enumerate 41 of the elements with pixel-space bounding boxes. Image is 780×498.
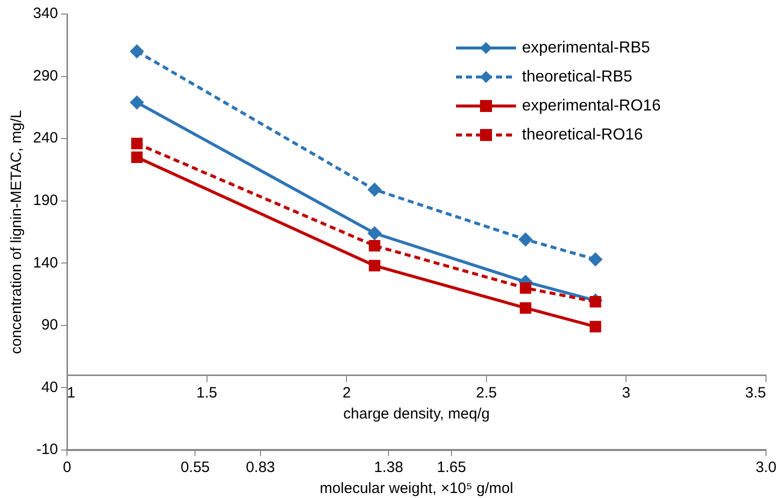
y-tick-label: 190 [32, 192, 58, 209]
point [590, 320, 602, 332]
point [520, 302, 532, 314]
legend-label: theoretical-RO16 [522, 126, 644, 144]
x-tick-label: 1 [67, 384, 76, 402]
point [368, 260, 380, 272]
point [590, 296, 602, 308]
x2-tick-label: 1.65 [436, 459, 466, 476]
x2-tick-label: 3.0 [756, 459, 776, 476]
point [130, 96, 144, 109]
y-tick-label: 90 [41, 316, 58, 334]
x2-tick-label: 0.55 [180, 459, 210, 476]
x-tick-label: 3.5 [745, 384, 766, 402]
x-tick-label: 2 [342, 384, 351, 402]
legend-label: theoretical-RB5 [522, 68, 632, 86]
y-axis-title: concentration of lignin-METAC, mg/L [8, 110, 26, 354]
point [519, 232, 532, 246]
x2-tick-label: 1.38 [374, 459, 404, 476]
point [520, 282, 532, 294]
y-tick-label: 240 [32, 130, 58, 147]
legend-label: experimental-RO16 [522, 97, 661, 114]
y-tick-label: 290 [32, 67, 58, 84]
x-axis-title: charge density, meq/g [343, 405, 490, 422]
y-tick-label: 340 [32, 5, 58, 22]
point [588, 252, 602, 266]
x2-tick-label: 0 [62, 459, 72, 476]
x-tick-label: 1.5 [196, 384, 218, 402]
point [368, 240, 380, 252]
x-tick-label: 2.5 [476, 384, 497, 402]
point [131, 152, 143, 163]
y-tick-label: 40 [41, 378, 58, 396]
y-tick-label: -10 [36, 441, 58, 458]
x2-tick-label: 0.83 [246, 459, 276, 476]
legend-label: experimental-RB5 [522, 39, 650, 56]
x-tick-label: 3 [622, 384, 630, 402]
y-tick-label: 140 [32, 254, 58, 272]
x2-axis-title: molecular weight, ×10⁵ g/mol [320, 480, 514, 498]
point [130, 44, 144, 58]
point [368, 183, 382, 196]
point [368, 226, 382, 240]
point [131, 138, 143, 150]
